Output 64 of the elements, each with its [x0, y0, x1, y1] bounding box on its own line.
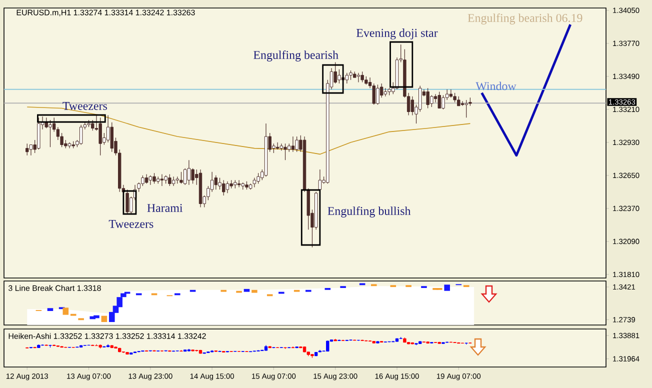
annotation: Engulfing bullish — [328, 206, 411, 218]
candlestick — [252, 177, 256, 188]
annotation: Evening doji star — [356, 28, 438, 40]
candlestick — [345, 72, 349, 84]
candlestick — [453, 92, 456, 103]
bar — [252, 290, 258, 293]
candlestick — [457, 96, 460, 106]
candlestick — [168, 174, 172, 186]
candlestick — [284, 143, 287, 160]
candlestick — [384, 88, 388, 97]
candlestick — [438, 91, 441, 109]
candlestick — [326, 340, 330, 352]
candlestick — [418, 86, 422, 112]
candlestick — [214, 175, 218, 190]
ref-line-label: Window — [476, 82, 516, 90]
candlestick — [187, 160, 191, 186]
candlestick — [291, 136, 295, 152]
candlestick — [226, 181, 230, 194]
candlestick — [126, 189, 129, 215]
candlestick — [426, 88, 430, 109]
candlestick — [191, 168, 194, 184]
candlestick — [222, 180, 226, 196]
candlestick — [449, 89, 453, 98]
candlestick — [172, 176, 176, 186]
annotation: Engulfing bearish 06.19 — [468, 13, 582, 24]
candlestick — [180, 172, 183, 184]
candlestick — [410, 96, 414, 116]
candlestick — [148, 175, 152, 186]
candlestick — [360, 71, 364, 83]
candlestick — [430, 94, 434, 108]
candlestick — [98, 117, 102, 156]
candlestick — [356, 72, 360, 83]
candlestick — [442, 94, 445, 110]
candlestick — [141, 175, 144, 186]
candlestick — [144, 174, 148, 184]
candlestick — [91, 120, 94, 131]
candlestick — [338, 69, 341, 84]
candlestick — [218, 177, 222, 190]
candlestick — [152, 172, 156, 184]
candlestick — [48, 120, 52, 148]
annotation: Tweezers — [62, 102, 107, 110]
bar — [244, 288, 250, 292]
candlestick — [237, 180, 241, 188]
candlestick — [44, 117, 48, 129]
bar — [47, 308, 54, 311]
bar — [101, 316, 108, 322]
candlestick — [276, 142, 280, 150]
annotation: Harami — [147, 204, 183, 212]
candlestick — [160, 174, 164, 186]
candlestick — [464, 100, 468, 118]
candlestick — [29, 144, 33, 156]
candlestick — [26, 143, 29, 156]
annotation: Engulfing bearish — [254, 50, 338, 62]
bar — [94, 315, 100, 318]
candlestick — [256, 172, 260, 184]
bar — [62, 308, 69, 315]
candlestick — [376, 84, 380, 105]
bar — [444, 284, 450, 291]
candlestick — [349, 70, 352, 80]
annotation: Tweezers — [108, 220, 154, 228]
candlestick — [334, 62, 337, 84]
candlestick — [79, 124, 83, 146]
candlestick — [295, 136, 298, 152]
candlestick — [460, 100, 464, 106]
